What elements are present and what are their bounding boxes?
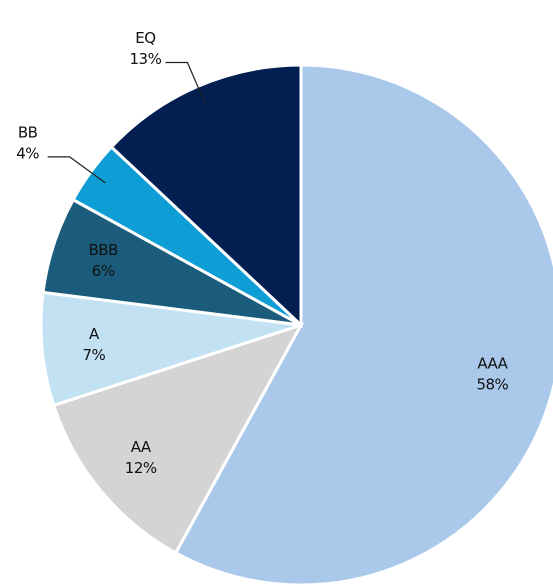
category-label: BB [18, 123, 38, 141]
data-label: 13% [129, 50, 161, 68]
category-label: AAA [477, 355, 508, 373]
data-label: 6% [92, 262, 115, 280]
pie-slice [39, 290, 302, 408]
data-label: 58% [476, 376, 508, 394]
data-label: 12% [125, 459, 157, 477]
leader-line [165, 61, 206, 104]
leader-line [47, 156, 106, 184]
data-label: 7% [83, 346, 106, 364]
category-label: EQ [135, 29, 155, 47]
pie-slice [51, 322, 305, 555]
category-label: AA [131, 438, 152, 456]
category-label: A [89, 325, 100, 343]
data-label: 4% [16, 144, 39, 162]
category-label: BBB [88, 241, 118, 259]
